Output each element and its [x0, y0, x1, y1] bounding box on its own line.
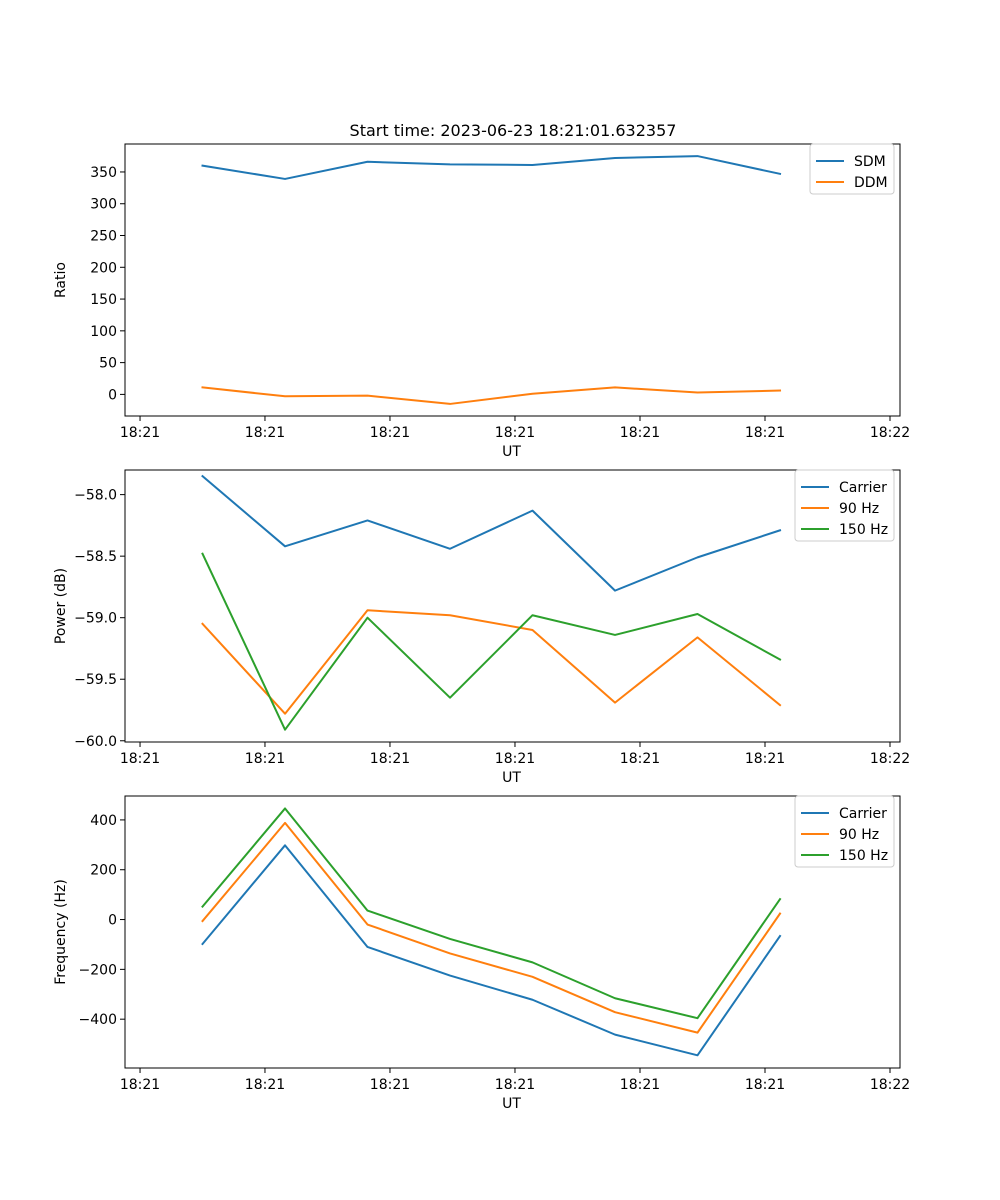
- legend: SDM DDM: [809, 143, 895, 195]
- panel-2: 18:21 18:21 18:21 18:21 18:21 18:21 18:22 −60.0…: [53, 469, 910, 786]
- x-tick-label: 18:21: [245, 1077, 285, 1093]
- x-axis-label: UT: [502, 444, 521, 460]
- legend-label: Carrier: [839, 806, 887, 822]
- y-axis-label: Ratio: [53, 262, 69, 298]
- panel-3: 18:21 18:21 18:21 18:21 18:21 18:21 18:22 −400 −…: [53, 795, 910, 1112]
- x-tick-label: 18:21: [245, 751, 285, 767]
- panel-1: 18:21 18:21 18:21 18:21 18:21 18:21 18:22 0 50 10…: [53, 143, 910, 460]
- x-tick-label: 18:21: [495, 1077, 535, 1093]
- y-tick-label: −59.0: [74, 611, 117, 627]
- y-tick-label: −58.0: [74, 488, 117, 504]
- y-tick-label: 0: [108, 913, 117, 929]
- x-tick-label: 18:22: [870, 1077, 910, 1093]
- y-tick-label: −59.5: [74, 672, 117, 688]
- x-axis-label: UT: [502, 1096, 521, 1112]
- legend: Carrier 90 Hz 150 Hz: [794, 795, 895, 868]
- x-tick-label: 18:21: [495, 425, 535, 441]
- y-tick-label: 100: [90, 324, 117, 340]
- y-tick-label: 400: [90, 813, 117, 829]
- x-tick-label: 18:21: [370, 1077, 410, 1093]
- y-axis-label: Frequency (Hz): [53, 879, 69, 985]
- y-tick-label: 0: [108, 387, 117, 403]
- series-line-carrier: [201, 844, 782, 1057]
- axes-frame: [124, 469, 901, 743]
- series-line-150-hz: [201, 552, 782, 731]
- y-tick-label: −400: [79, 1012, 117, 1028]
- axes-frame: [124, 143, 901, 417]
- series-line-150-hz: [201, 807, 782, 1020]
- series-line-ddm: [201, 386, 782, 405]
- panels: 18:21 18:21 18:21 18:21 18:21 18:21 18:22 0 50 10…: [53, 143, 910, 1112]
- x-tick-label: 18:21: [245, 425, 285, 441]
- series-line-90-hz: [201, 609, 782, 715]
- x-tick-label: 18:22: [870, 751, 910, 767]
- x-tick-label: 18:21: [370, 425, 410, 441]
- y-tick-label: 350: [90, 165, 117, 181]
- x-tick-label: 18:21: [745, 1077, 785, 1093]
- x-tick-label: 18:21: [620, 1077, 660, 1093]
- legend: Carrier 90 Hz 150 Hz: [794, 469, 895, 542]
- y-tick-label: −60.0: [74, 734, 117, 750]
- legend-label: 90 Hz: [839, 827, 879, 843]
- x-tick-label: 18:21: [745, 751, 785, 767]
- x-tick-label: 18:21: [370, 751, 410, 767]
- x-axis-label: UT: [502, 770, 521, 786]
- legend-label: 90 Hz: [839, 501, 879, 517]
- x-tick-label: 18:21: [120, 425, 160, 441]
- legend-label: 150 Hz: [839, 848, 888, 864]
- axes-frame: [124, 795, 901, 1069]
- series-line-sdm: [201, 155, 782, 180]
- x-tick-label: 18:22: [870, 425, 910, 441]
- y-tick-label: 300: [90, 197, 117, 213]
- y-tick-label: −58.5: [74, 549, 117, 565]
- legend-label: DDM: [854, 175, 888, 191]
- y-tick-label: 150: [90, 292, 117, 308]
- series-line-90-hz: [201, 821, 782, 1034]
- y-tick-label: 50: [99, 356, 117, 372]
- y-tick-label: 250: [90, 229, 117, 245]
- legend-label: SDM: [854, 154, 886, 170]
- figure-title: Start time: 2023-06-23 18:21:01.632357: [350, 121, 677, 140]
- x-tick-label: 18:21: [620, 751, 660, 767]
- legend-label: 150 Hz: [839, 522, 888, 538]
- y-tick-label: 200: [90, 863, 117, 879]
- x-tick-label: 18:21: [620, 425, 660, 441]
- x-tick-label: 18:21: [745, 425, 785, 441]
- x-tick-label: 18:21: [120, 1077, 160, 1093]
- series-line-carrier: [201, 474, 782, 592]
- legend-label: Carrier: [839, 480, 887, 496]
- y-tick-label: −200: [79, 962, 117, 978]
- y-tick-label: 200: [90, 260, 117, 276]
- y-axis-label: Power (dB): [53, 568, 69, 644]
- x-tick-label: 18:21: [120, 751, 160, 767]
- x-tick-label: 18:21: [495, 751, 535, 767]
